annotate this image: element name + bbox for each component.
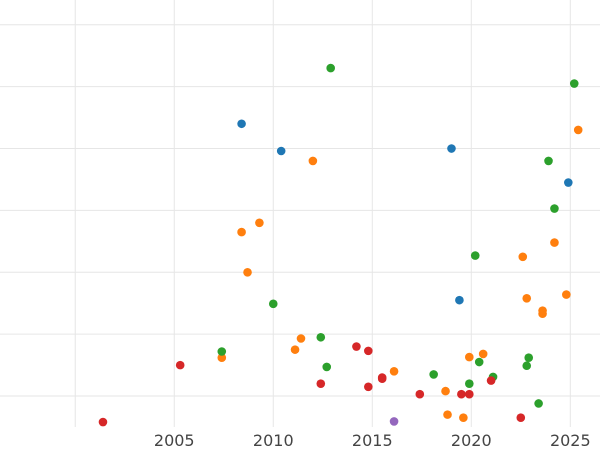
data-point [443,410,452,419]
data-point [308,156,318,166]
data-point [296,334,306,343]
data-point [389,367,399,376]
data-point [459,413,468,423]
data-point [544,156,553,166]
data-point [364,382,373,392]
data-point [550,238,559,247]
data-point [518,252,528,262]
data-point [474,357,484,367]
data-point [98,417,108,427]
data-point [415,389,425,399]
data-point [389,417,399,426]
x-axis-ticks: 2005 2010 2015 2020 2025 [154,431,591,450]
data-point [486,376,496,385]
data-point [255,218,264,228]
data-point [465,379,474,388]
data-point [429,370,438,379]
data-point [562,290,571,299]
data-point [290,345,300,354]
x-tick-label: 2005 [154,431,195,450]
data-point [516,413,526,423]
data-point [441,386,450,396]
data-point [534,399,543,408]
data-point [217,347,227,356]
data-point [564,178,573,187]
data-point [465,389,474,399]
data-point [237,227,246,237]
data-point [538,306,547,315]
data-point [524,353,534,362]
data-point [276,146,286,156]
data-point [175,360,185,370]
x-tick-label: 2020 [451,431,492,450]
points-layer [98,63,583,427]
data-point [352,342,361,351]
x-tick-label: 2010 [253,431,294,450]
data-point [268,299,278,309]
x-tick-label: 2015 [352,431,393,450]
data-point [326,63,335,73]
data-point [457,389,466,399]
data-point [217,353,227,362]
data-point [522,361,532,371]
data-point [569,79,579,88]
data-point [316,379,326,388]
data-point [522,293,532,303]
x-tick-label: 2025 [550,431,591,450]
data-point [455,295,464,305]
data-point [465,352,474,362]
data-point [478,349,488,359]
data-point [243,267,252,277]
data-point [573,125,583,135]
data-point [364,346,373,356]
grid-layer [0,0,600,427]
data-point [447,144,456,153]
data-point [550,204,559,213]
data-point [470,251,480,260]
data-point [322,362,332,372]
data-point [377,374,387,384]
data-point [316,332,326,342]
data-point [237,119,246,129]
